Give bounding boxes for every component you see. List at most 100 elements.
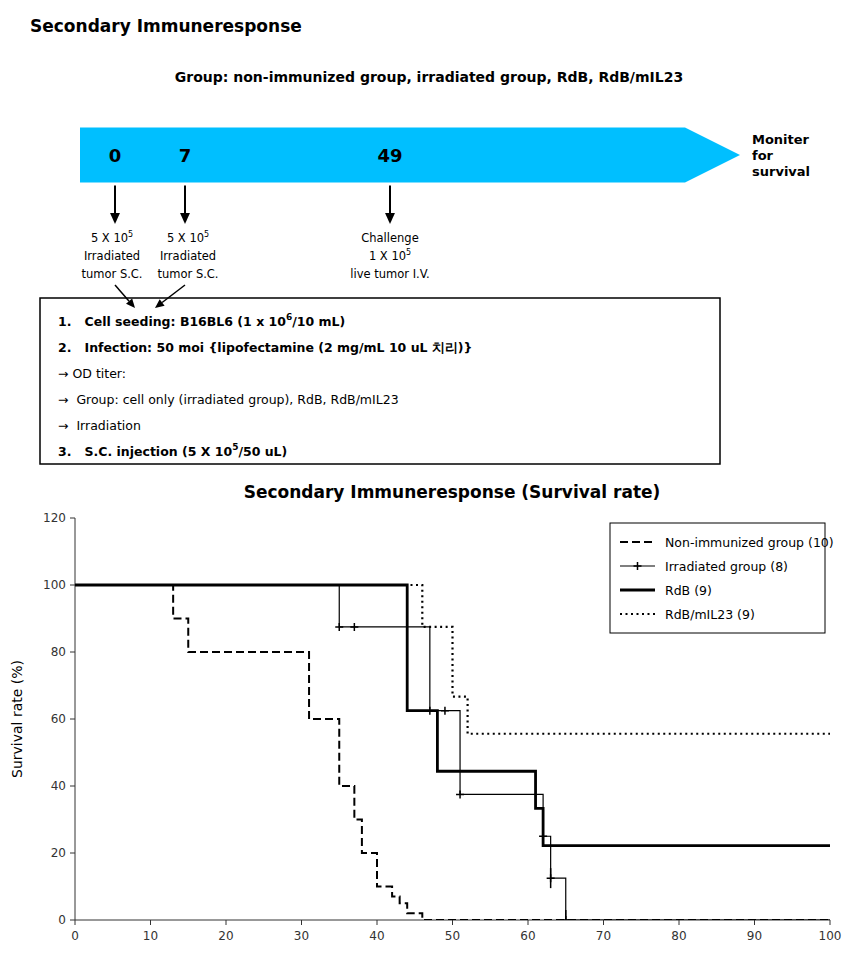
text-segment: 0	[109, 145, 122, 166]
text-segment: tumor S.C.	[157, 267, 218, 281]
superscript: 5	[128, 230, 133, 239]
text-segment: → Group: cell only (irradiated group), R…	[58, 392, 399, 407]
text-segment: 5 X 10	[167, 231, 204, 245]
text-segment: Irradiated	[84, 249, 140, 263]
protocol-text: → Irradiation	[58, 418, 141, 433]
day-label: Challenge	[361, 231, 419, 245]
plus-marker	[456, 790, 464, 798]
survival-step-line	[75, 585, 830, 734]
text-segment: → OD titer:	[58, 366, 126, 381]
text-segment: → Irradiation	[58, 418, 141, 433]
text-segment: 5 X 10	[91, 231, 128, 245]
superscript: 5	[406, 248, 411, 257]
x-tick	[830, 920, 831, 925]
monitor-text: Moniterforsurvival	[752, 132, 810, 179]
legend-swatch	[620, 613, 655, 615]
x-tick	[603, 920, 604, 925]
text-segment: 1 X 10	[369, 249, 406, 263]
x-tick	[528, 920, 529, 925]
x-tick-label: 60	[520, 929, 535, 943]
y-tick	[70, 518, 75, 519]
legend-swatch	[620, 589, 655, 592]
text-segment: 49	[377, 145, 402, 166]
y-axis-line	[75, 518, 76, 920]
protocol-text: 1. Cell seeding: B16BL6 (1 x 106/10 mL)	[58, 312, 345, 329]
chart-title: Secondary Immuneresponse (Survival rate)	[244, 482, 661, 502]
plot-area	[75, 585, 830, 920]
text-segment: Irradiated	[160, 249, 216, 263]
legend-label: Non-immunized group (10)	[665, 535, 834, 550]
arrow-head	[155, 299, 165, 308]
arrow-shaft	[114, 186, 116, 214]
text-segment: Secondary Immuneresponse	[30, 16, 302, 36]
y-tick-label: 40	[51, 779, 66, 793]
timepoint: 0	[109, 145, 122, 166]
protocol-text: 2. Infection: 50 moi {lipofectamine (2 m…	[58, 340, 472, 355]
y-tick-label: 0	[58, 913, 66, 927]
arrow-shaft	[389, 186, 391, 214]
survival-step-line	[75, 585, 830, 920]
day-label: 5 X 105 Irradiated tumor S.C.	[81, 230, 142, 281]
text-segment: /50 uL)	[238, 444, 287, 459]
timepoint: 49	[377, 145, 402, 166]
protocol-text: 1. Cell seeding: B16BL6 (1 x 106/10 mL) 2…	[58, 312, 472, 459]
legend: Non-immunized group (10) Irradiated group…	[610, 523, 834, 633]
x-tick	[301, 920, 302, 925]
x-tick	[377, 920, 378, 925]
legend-label: Irradiated group (8)	[665, 559, 788, 574]
plus-marker	[350, 623, 358, 631]
text-segment: live tumor I.V.	[350, 267, 429, 281]
x-tick-label: 50	[445, 929, 460, 943]
arrow-head	[126, 299, 135, 308]
timepoint: 0	[109, 145, 122, 166]
y-tick-label: 60	[51, 712, 66, 726]
protocol-box	[40, 298, 720, 464]
x-tick-label: 10	[143, 929, 158, 943]
text-segment: 7	[179, 145, 192, 166]
y-axis-label: Survival rate (%)	[9, 660, 25, 778]
text-segment: Moniter	[752, 132, 810, 147]
text-segment: tumor S.C.	[81, 267, 142, 281]
timepoint: 7	[179, 145, 192, 166]
diagram-title: Secondary Immuneresponse	[30, 16, 302, 36]
censor-tick	[565, 910, 567, 920]
timeline-arrow	[80, 128, 740, 183]
diagram-title: Secondary Immuneresponse	[30, 16, 302, 36]
text-segment: survival	[752, 164, 810, 179]
timepoint: 7	[179, 145, 192, 166]
monitor-text: for	[752, 148, 774, 163]
superscript: 5	[204, 230, 209, 239]
axes: 0102030405060708090100020406080100120	[43, 511, 841, 943]
y-tick-label: 100	[43, 578, 66, 592]
x-tick-label: 90	[747, 929, 762, 943]
x-tick-label: 40	[369, 929, 384, 943]
y-tick-label: 80	[51, 645, 66, 659]
protocol-text: 3. S.C. injection (5 X 105/50 uL)	[58, 442, 287, 459]
x-tick	[452, 920, 453, 925]
plus-marker	[441, 707, 449, 715]
x-tick	[754, 920, 755, 925]
survival-step-line	[75, 585, 830, 920]
protocol-text: → OD titer:	[58, 366, 126, 381]
y-tick	[70, 719, 75, 720]
x-tick-label: 80	[671, 929, 686, 943]
y-tick	[70, 853, 75, 854]
arrow-shaft	[184, 186, 186, 214]
diagram-arrows	[110, 186, 395, 309]
protocol-text: → Group: cell only (irradiated group), R…	[58, 392, 399, 407]
group-label: Group: non-immunized group, irradiated g…	[175, 69, 683, 85]
plus-marker	[335, 623, 343, 631]
day-label: live tumor I.V.	[350, 267, 429, 281]
x-tick-label: 30	[294, 929, 309, 943]
group-label: Group: non-immunized group, irradiated g…	[175, 69, 683, 85]
x-tick-label: 20	[218, 929, 233, 943]
y-tick	[70, 585, 75, 586]
y-tick	[70, 786, 75, 787]
day-label: 5 X 105 Irradiated tumor S.C.	[157, 230, 218, 281]
x-tick	[150, 920, 151, 925]
legend-label: RdB (9)	[665, 583, 712, 598]
x-tick	[75, 920, 76, 925]
text-segment: Secondary Immuneresponse (Survival rate)	[244, 482, 661, 502]
figure: Secondary Immuneresponse Group: non-immun…	[0, 0, 858, 969]
arrow-head	[385, 213, 395, 224]
